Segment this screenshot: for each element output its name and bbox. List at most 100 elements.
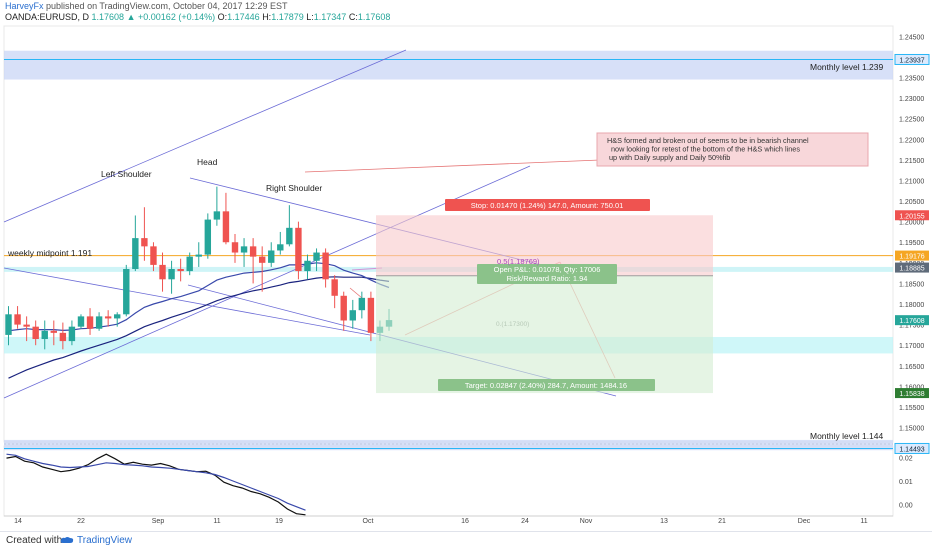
open-pl-label: Open P&L: 0.01078, Qty: 17006 bbox=[494, 265, 601, 274]
candle-body bbox=[286, 227, 293, 245]
open-value: 1.17446 bbox=[227, 12, 260, 22]
candle-body bbox=[213, 211, 221, 220]
candle-body bbox=[304, 260, 311, 272]
left-shoulder-label: Left Shoulder bbox=[101, 169, 152, 179]
candle-body bbox=[222, 211, 230, 243]
candle-body bbox=[331, 279, 338, 296]
high-label: H: bbox=[262, 12, 272, 22]
candle-body bbox=[204, 219, 212, 255]
candle-body bbox=[168, 269, 175, 280]
y-tick-label: 1.18000 bbox=[899, 302, 924, 309]
weekly-midpoint-label: weekly midpoint 1.191 bbox=[7, 248, 92, 258]
stop-badge bbox=[445, 199, 650, 211]
x-tick-label: 16 bbox=[461, 518, 469, 525]
low-label: L: bbox=[306, 12, 314, 22]
short-position-tool[interactable] bbox=[376, 215, 713, 394]
y-tick-label: 1.15500 bbox=[899, 405, 924, 412]
candle-body bbox=[132, 238, 139, 270]
oscillator-pane bbox=[6, 453, 306, 516]
note-text-line: H&S formed and broken out of seems to be… bbox=[607, 136, 809, 145]
y-tick-label: 1.24500 bbox=[899, 34, 924, 41]
target-label: Target: 0.02847 (2.40%) 284.7, Amount: 1… bbox=[465, 381, 627, 390]
candle-body bbox=[231, 242, 239, 253]
candle-body bbox=[23, 324, 30, 327]
monthly-low-label: Monthly level 1.144 bbox=[810, 431, 884, 441]
candle-body bbox=[59, 332, 67, 342]
candle-body bbox=[249, 246, 257, 257]
trend-line-1 bbox=[3, 165, 531, 399]
candle-body bbox=[114, 314, 121, 319]
x-tick-label: 19 bbox=[275, 518, 283, 525]
candle-body bbox=[95, 316, 103, 329]
publish-info: HarveyFx published on TradingView.com, O… bbox=[5, 1, 288, 11]
open-pl-badge bbox=[477, 264, 617, 284]
price-tag-blue bbox=[894, 442, 930, 454]
candle-body bbox=[186, 256, 193, 272]
cloud-icon bbox=[60, 537, 74, 544]
candle-body bbox=[258, 256, 266, 263]
y-tick-label: 1.19500 bbox=[899, 240, 924, 247]
zone-0 bbox=[4, 50, 893, 80]
candle-body bbox=[277, 244, 284, 251]
candle-body bbox=[68, 326, 76, 342]
candle-body bbox=[195, 254, 202, 257]
osc-tick-label: 0.02 bbox=[899, 456, 913, 463]
price-tag-orange bbox=[895, 250, 929, 261]
price-tag-green bbox=[895, 315, 929, 326]
zone-3 bbox=[4, 439, 893, 451]
open-label: O: bbox=[217, 12, 228, 22]
candle-body bbox=[313, 252, 320, 261]
candle-body bbox=[295, 227, 302, 272]
symbol-info: OANDA:EURUSD, D 1.17608 ▲ +0.00162 (+0.1… bbox=[5, 12, 390, 22]
candle-body bbox=[50, 330, 57, 333]
oscillator-frame bbox=[3, 445, 894, 517]
candle-body bbox=[159, 264, 166, 280]
y-tick-label: 1.20500 bbox=[899, 199, 924, 206]
y-tick-label: 1.17000 bbox=[899, 343, 924, 350]
tradingview-logo[interactable]: TradingView bbox=[60, 535, 132, 546]
candle-body bbox=[123, 269, 130, 315]
chart-axes: 1.245001.240001.235001.230001.225001.220… bbox=[4, 34, 924, 525]
x-tick-label: 14 bbox=[14, 518, 22, 525]
candle-body bbox=[14, 314, 21, 325]
target-zone bbox=[376, 275, 713, 394]
y-tick-label: 1.21500 bbox=[899, 158, 924, 165]
close-value: 1.17608 bbox=[357, 12, 391, 22]
symbol-label: OANDA:EURUSD, D bbox=[5, 12, 90, 22]
x-tick-label: Oct bbox=[363, 518, 374, 525]
price-chart[interactable]: 1.245001.240001.235001.230001.225001.220… bbox=[0, 0, 932, 531]
x-tick-label: Dec bbox=[798, 518, 811, 525]
price-tag-label: 1.23937 bbox=[899, 57, 924, 64]
note-text-line: now looking for retest of the bottom of … bbox=[611, 145, 800, 154]
oscillator-line-1 bbox=[6, 453, 306, 516]
risk-reward-label: Risk/Reward Ratio: 1.94 bbox=[507, 274, 588, 283]
candle-body bbox=[268, 250, 275, 263]
right-shoulder-label: Right Shoulder bbox=[266, 183, 322, 193]
price-tag-label: 1.17608 bbox=[899, 318, 924, 325]
price-tag-label: 1.14493 bbox=[899, 446, 924, 453]
low-value: 1.17347 bbox=[313, 12, 347, 22]
author-name[interactable]: HarveyFx bbox=[5, 1, 44, 11]
x-tick-label: Nov bbox=[580, 518, 593, 525]
candle-body bbox=[77, 316, 85, 327]
publish-text: published on TradingView.com, October 04… bbox=[46, 1, 288, 11]
fib-dim-label: 0.(1.17300) bbox=[496, 321, 529, 328]
up-arrow-icon: ▲ bbox=[126, 12, 136, 22]
sl-mark bbox=[349, 287, 363, 299]
y-tick-label: 1.22500 bbox=[899, 117, 924, 124]
footer-bar: Created with TradingView bbox=[0, 531, 932, 551]
candle-body bbox=[340, 295, 347, 321]
candle-body bbox=[322, 252, 329, 280]
y-tick-label: 1.15000 bbox=[899, 426, 924, 433]
oscillator-line-2 bbox=[6, 453, 306, 511]
price-tag-label: 1.19176 bbox=[899, 254, 924, 261]
price-tag-red bbox=[895, 210, 929, 221]
candle-body bbox=[367, 297, 375, 333]
chart-annotations: Left Shoulder Head Right Shoulder Monthly l… bbox=[7, 62, 884, 441]
trend-line-2 bbox=[3, 267, 371, 336]
y-tick-label: 1.16000 bbox=[899, 384, 924, 391]
trend-line-0 bbox=[3, 49, 407, 223]
x-tick-label: 13 bbox=[660, 518, 668, 525]
head-label: Head bbox=[197, 157, 218, 167]
monthly-high-label: Monthly level 1.239 bbox=[810, 62, 884, 72]
